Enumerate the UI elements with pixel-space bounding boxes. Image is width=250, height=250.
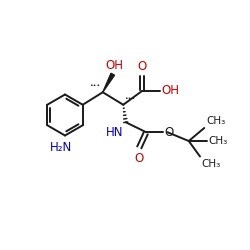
Text: OH: OH — [162, 84, 180, 97]
Text: H₂N: H₂N — [50, 141, 72, 154]
Text: HN: HN — [106, 126, 124, 139]
Text: •••: ••• — [89, 83, 100, 88]
Polygon shape — [103, 73, 115, 92]
Text: CH₃: CH₃ — [201, 159, 220, 169]
Text: O: O — [164, 126, 174, 139]
Text: O: O — [138, 60, 147, 73]
Text: CH₃: CH₃ — [206, 116, 225, 126]
Text: O: O — [134, 152, 143, 164]
Text: •••: ••• — [124, 96, 136, 101]
Text: CH₃: CH₃ — [208, 136, 228, 146]
Text: OH: OH — [106, 59, 124, 72]
